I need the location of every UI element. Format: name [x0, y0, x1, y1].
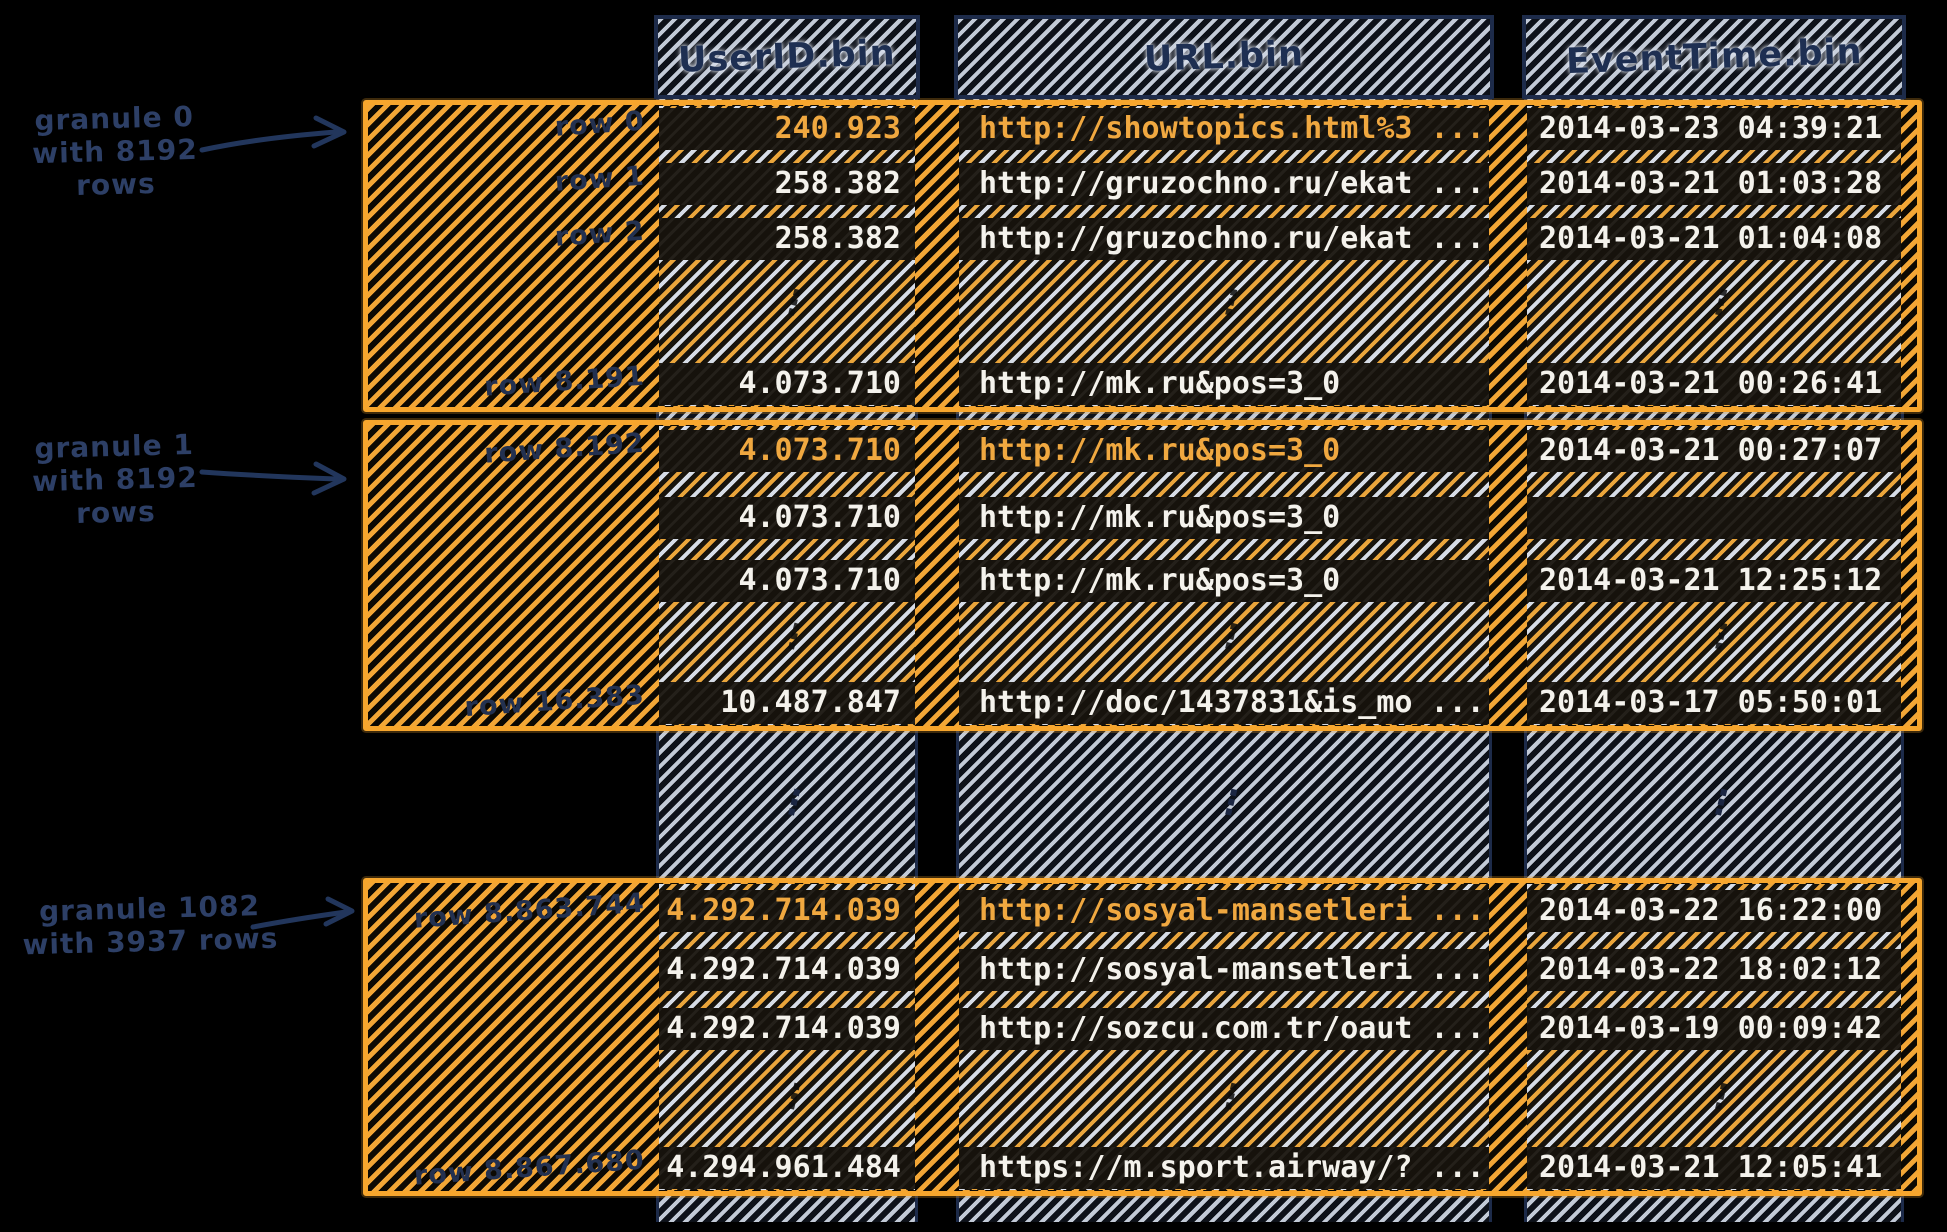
ellipsis-icon: ⋮: [1209, 613, 1253, 661]
row-cell: 258.382: [659, 163, 915, 205]
row-cell: http://sosyal-mansetleri ...: [959, 949, 1489, 991]
row-cell: 2014-03-21 01:03:28: [1527, 163, 1901, 205]
row-cell: 240.923: [659, 108, 915, 150]
ellipsis-icon: ⋮: [772, 613, 816, 661]
row-cell: http://mk.ru&pos=3_0: [959, 363, 1489, 405]
row-cell: http://mk.ru&pos=3_0: [959, 560, 1489, 602]
ellipsis-icon: ⋮: [1209, 279, 1253, 327]
granule-1-annotation: granule 1 with 8192 rows: [0, 427, 231, 532]
row-cell: 4.294.961.484: [659, 1147, 915, 1189]
granule-1082-annotation-line2: with 3937 rows: [22, 921, 279, 962]
ellipsis-icon: ⋮: [1699, 279, 1743, 327]
row-cell: http://gruzochno.ru/ekat ...: [959, 218, 1489, 260]
granule-0-annotation: granule 0 with 8192 rows: [0, 99, 231, 204]
ellipsis-icon: ⋮: [1209, 779, 1253, 827]
row-cell: [1527, 497, 1901, 539]
row-cell: 258.382: [659, 218, 915, 260]
row-cell: 2014-03-21 00:26:41: [1527, 363, 1901, 405]
ellipsis-icon: ⋮: [1209, 1073, 1253, 1121]
row-cell: 2014-03-21 01:04:08: [1527, 218, 1901, 260]
row-cell: 2014-03-23 04:39:21: [1527, 108, 1901, 150]
row-cell: https://m.sport.airway/? ...: [959, 1147, 1489, 1189]
row-cell: 4.073.710: [659, 430, 915, 472]
ellipsis-icon: ⋮: [1699, 779, 1743, 827]
row-cell: 2014-03-19 00:09:42: [1527, 1008, 1901, 1050]
row-cell: http://sosyal-mansetleri ...: [959, 890, 1489, 932]
row-cell: 2014-03-21 12:25:12: [1527, 560, 1901, 602]
row-cell: http://gruzochno.ru/ekat ...: [959, 163, 1489, 205]
row-cell: 4.073.710: [659, 560, 915, 602]
granule-1-arrow-icon: [199, 461, 347, 496]
row-cell: http://mk.ru&pos=3_0: [959, 497, 1489, 539]
row-cell: 2014-03-22 18:02:12: [1527, 949, 1901, 991]
granule-0-annotation-line2: with 8192 rows: [31, 132, 199, 203]
granule-1-annotation-line2: with 8192 rows: [31, 460, 199, 531]
row-cell: 2014-03-17 05:50:01: [1527, 682, 1901, 724]
row-cell: http://mk.ru&pos=3_0: [959, 430, 1489, 472]
granule-0-arrow-icon: [199, 115, 347, 153]
ellipsis-icon: ⋮: [1699, 613, 1743, 661]
row-cell: 2014-03-22 16:22:00: [1527, 890, 1901, 932]
row-cell: 2014-03-21 00:27:07: [1527, 430, 1901, 472]
row-cell: http://showtopics.html%3 ...: [959, 108, 1489, 150]
url-bin-label: URL.bin: [1143, 34, 1305, 80]
eventtime-bin-header: EventTime.bin: [1522, 15, 1906, 99]
row-cell: 4.292.714.039: [659, 890, 915, 932]
url-bin-header: URL.bin: [954, 15, 1494, 99]
userid-bin-label: UserID.bin: [677, 33, 897, 81]
row-cell: 2014-03-21 12:05:41: [1527, 1147, 1901, 1189]
row-cell: 4.073.710: [659, 497, 915, 539]
ellipsis-icon: ⋮: [772, 779, 816, 827]
row-cell: 4.292.714.039: [659, 949, 915, 991]
userid-bin-header: UserID.bin: [654, 15, 920, 99]
row-cell: http://doc/1437831&is_mo ...: [959, 682, 1489, 724]
row-cell: 4.073.710: [659, 363, 915, 405]
row-cell: 10.487.847: [659, 682, 915, 724]
row-cell: 4.292.714.039: [659, 1008, 915, 1050]
ellipsis-icon: ⋮: [772, 1073, 816, 1121]
ellipsis-icon: ⋮: [1699, 1073, 1743, 1121]
granule-1082-arrow-icon: [250, 896, 355, 930]
ellipsis-icon: ⋮: [772, 279, 816, 327]
granule-1082-annotation: granule 1082 with 3937 rows: [9, 888, 291, 961]
row-cell: http://sozcu.com.tr/oaut ...: [959, 1008, 1489, 1050]
eventtime-bin-label: EventTime.bin: [1565, 31, 1863, 83]
